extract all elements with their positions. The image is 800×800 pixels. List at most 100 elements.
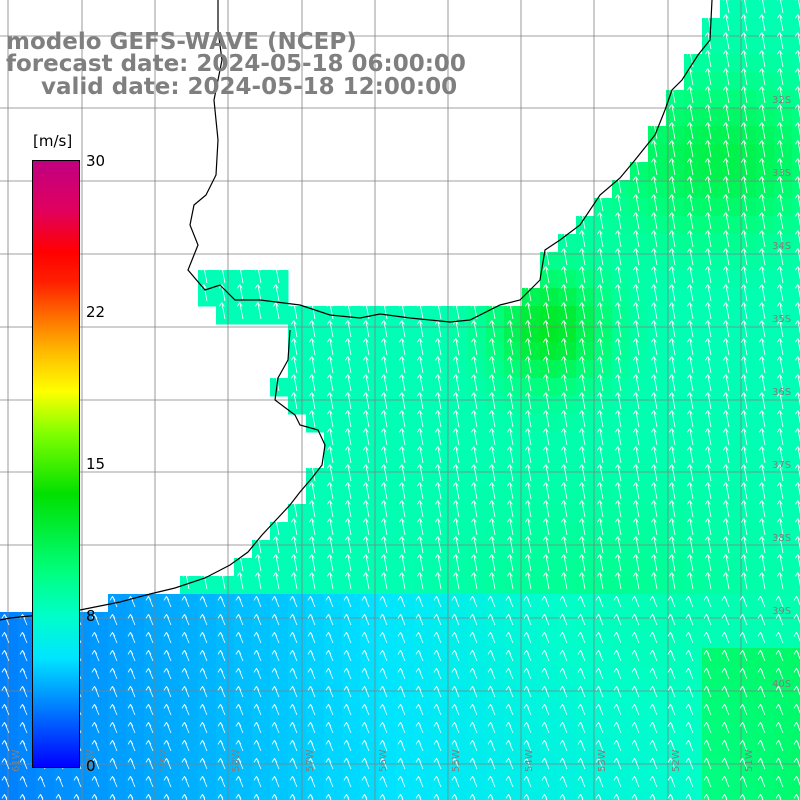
- wind-arrow-head: [707, 428, 711, 433]
- wind-arrow-head: [308, 302, 313, 307]
- wind-cell: [792, 72, 800, 91]
- wind-arrow-head: [653, 230, 657, 235]
- wind-arrow: [617, 518, 622, 536]
- wind-cell: [576, 450, 595, 469]
- wind-cell: [234, 792, 253, 800]
- wind-arrow-head: [487, 740, 491, 745]
- colorbar-tick-22: 22: [86, 303, 106, 321]
- wind-arrow-head: [775, 794, 779, 799]
- wind-arrow-head: [704, 14, 709, 19]
- wind-arrow-head: [398, 464, 403, 469]
- wind-arrow-head: [559, 758, 563, 763]
- wind-arrow: [293, 554, 298, 572]
- wind-arrow-head: [527, 338, 531, 343]
- wind-arrow-head: [434, 356, 439, 361]
- wind-arrow: [617, 212, 622, 230]
- wind-arrow-head: [725, 266, 729, 271]
- wind-arrow-head: [199, 686, 203, 691]
- wind-arrow-head: [401, 428, 405, 433]
- wind-arrow-head: [670, 668, 674, 673]
- wind-arrow: [689, 122, 694, 140]
- wind-cell: [252, 594, 271, 613]
- wind-arrow: [653, 554, 658, 572]
- wind-cell: [666, 468, 685, 487]
- wind-cell: [522, 342, 541, 361]
- wind-arrow-head: [599, 536, 603, 541]
- wind-arrow-head: [542, 320, 547, 325]
- wind-arrow-head: [272, 554, 277, 559]
- wind-cell: [594, 450, 613, 469]
- wind-arrow: [599, 572, 604, 590]
- wind-arrow: [527, 482, 532, 500]
- wind-arrow-head: [365, 356, 369, 361]
- wind-cell: [450, 576, 469, 595]
- wind-arrow: [671, 158, 676, 176]
- wind-arrow-head: [724, 794, 728, 799]
- wind-arrow-head: [635, 230, 639, 235]
- wind-arrow: [365, 464, 370, 482]
- wind-arrow-head: [596, 500, 601, 505]
- wind-arrow-head: [163, 686, 167, 691]
- wind-cell: [486, 414, 505, 433]
- wind-arrow-head: [722, 518, 727, 523]
- wind-arrow-head: [379, 668, 383, 673]
- wind-arrow-head: [613, 722, 617, 727]
- wind-arrow-head: [671, 194, 675, 199]
- wind-arrow: [761, 392, 766, 410]
- wind-cell: [486, 630, 505, 649]
- wind-arrow-head: [689, 158, 693, 163]
- wind-arrow-head: [793, 596, 797, 601]
- wind-cell: [630, 648, 649, 667]
- wind-cell: [432, 450, 451, 469]
- wind-cell: [450, 666, 469, 685]
- wind-cell: [684, 342, 703, 361]
- wind-arrow-head: [689, 464, 693, 469]
- wind-arrow-head: [382, 794, 386, 799]
- wind-arrow: [365, 554, 370, 572]
- wind-arrow-head: [382, 722, 386, 727]
- wind-arrow-head: [650, 140, 655, 145]
- wind-cell: [612, 684, 631, 703]
- wind-arrow-head: [326, 410, 331, 415]
- wind-arrow-head: [380, 302, 385, 307]
- wind-arrow-head: [217, 794, 221, 799]
- wind-cell: [342, 396, 361, 415]
- wind-arrow-head: [563, 554, 567, 559]
- wind-arrow: [635, 500, 640, 518]
- wind-cell: [414, 738, 433, 757]
- wind-cell: [702, 486, 721, 505]
- wind-arrow-head: [617, 572, 621, 577]
- wind-arrow-head: [541, 704, 545, 709]
- wind-cell: [90, 774, 109, 793]
- wind-arrow: [743, 410, 748, 428]
- wind-arrow-head: [526, 650, 530, 655]
- wind-arrow: [563, 248, 568, 266]
- wind-arrow-head: [724, 596, 728, 601]
- wind-arrow-head: [758, 392, 763, 397]
- wind-arrow-head: [202, 596, 206, 601]
- wind-arrow-head: [578, 554, 583, 559]
- wind-arrow-head: [632, 446, 637, 451]
- lat-label: 36S: [772, 387, 791, 398]
- wind-arrow-head: [761, 122, 765, 127]
- wind-cell: [720, 684, 739, 703]
- wind-cell: [90, 666, 109, 685]
- wind-arrow: [617, 284, 622, 302]
- wind-arrow-head: [542, 428, 547, 433]
- wind-cell: [450, 414, 469, 433]
- wind-arrow-head: [721, 596, 725, 601]
- wind-arrow-head: [58, 776, 62, 781]
- wind-arrow-head: [635, 266, 639, 271]
- wind-arrow-head: [200, 266, 205, 271]
- wind-arrow-head: [361, 776, 365, 781]
- wind-arrow-head: [328, 650, 332, 655]
- wind-arrow-head: [527, 302, 531, 307]
- wind-arrow-head: [145, 596, 149, 601]
- wind-arrow: [779, 140, 784, 158]
- wind-cell: [684, 594, 703, 613]
- wind-arrow-head: [437, 374, 441, 379]
- wind-arrow-head: [451, 650, 455, 655]
- wind-arrow: [689, 266, 694, 284]
- wind-arrow-head: [380, 338, 385, 343]
- wind-arrow-head: [560, 248, 565, 253]
